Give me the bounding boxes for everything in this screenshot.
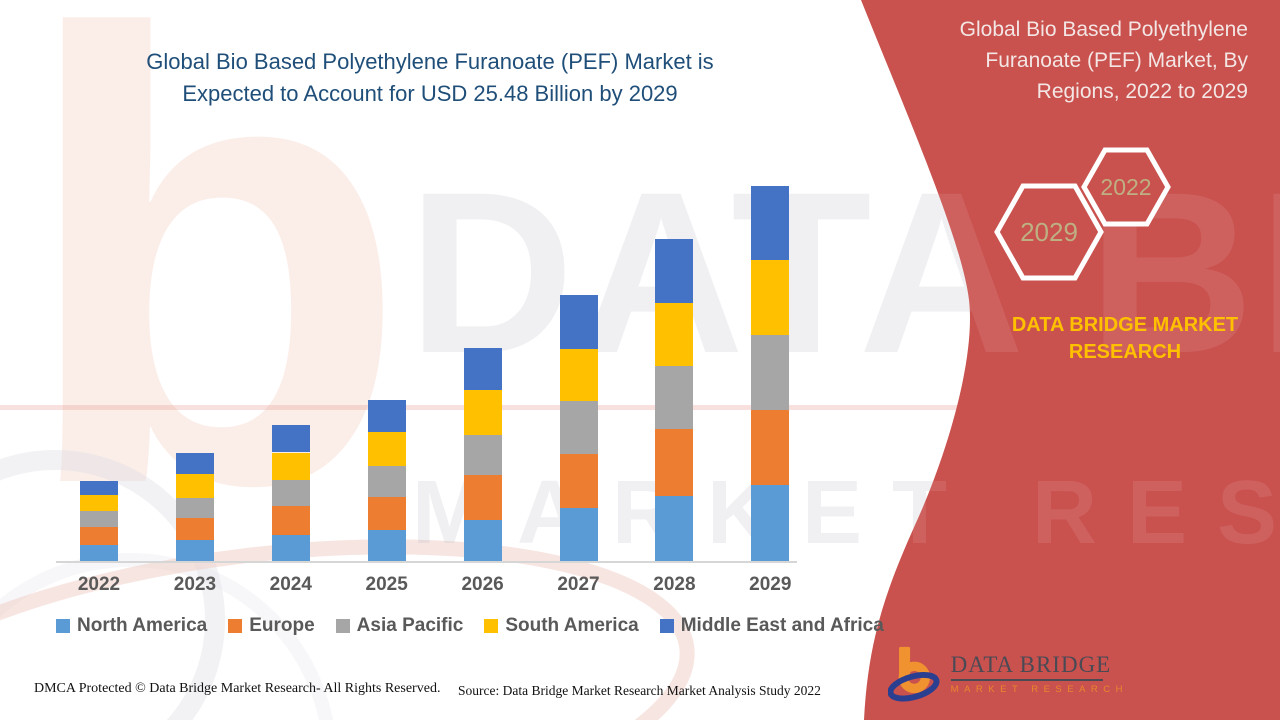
footer-source: Source: Data Bridge Market Research Mark… — [458, 683, 821, 698]
page-title: Global Bio Based Polyethylene Furanoate … — [60, 46, 800, 110]
bar-segment-asia-pacific — [80, 511, 118, 527]
bar-segment-south-america — [367, 431, 406, 466]
legend-label: Middle East and Africa — [680, 615, 884, 636]
page-title-line1: Global Bio Based Polyethylene Furanoate … — [146, 49, 714, 74]
bar-segment-asia-pacific — [655, 365, 694, 429]
legend-label: Europe — [249, 615, 315, 636]
legend-item-asia-pacific: Asia Pacific — [335, 615, 464, 637]
x-axis-label: 2027 — [557, 574, 600, 595]
bar-segment-asia-pacific — [367, 465, 406, 497]
legend-item-europe: Europe — [228, 615, 315, 637]
x-axis-label: 2025 — [365, 574, 408, 595]
legend-item-south-america: South America — [484, 615, 639, 637]
bar-segment-europe — [271, 505, 310, 536]
bar-segment-middle-east-and-africa — [367, 399, 406, 432]
legend-swatch-icon — [56, 619, 70, 633]
bar-segment-middle-east-and-africa — [751, 185, 790, 260]
bar-segment-europe — [463, 474, 502, 520]
bar-segment-asia-pacific — [175, 497, 214, 518]
legend-item-north-america: North America — [56, 615, 207, 637]
bar-segment-europe — [80, 527, 118, 545]
x-axis-label: 2024 — [269, 574, 312, 595]
bar-segment-north-america — [80, 545, 118, 561]
legend-label: North America — [77, 615, 208, 636]
watermark-pink-band — [0, 405, 1015, 410]
legend-swatch-icon — [335, 619, 350, 633]
bar-segment-north-america — [559, 508, 598, 561]
bar-segment-europe — [559, 454, 598, 508]
legend-swatch-icon — [484, 619, 499, 633]
legend-swatch-icon — [659, 619, 674, 633]
bar-segment-middle-east-and-africa — [463, 347, 502, 390]
legend-item-middle-east-africa: Middle East and Africa — [659, 615, 884, 637]
legend-swatch-icon — [228, 619, 243, 633]
bar-segment-north-america — [655, 495, 694, 561]
watermark-text-line2-overlay: MARKET RESEARCH — [412, 463, 1280, 563]
bar-segment-north-america — [271, 535, 310, 561]
footer-dmca: DMCA Protected © Data Bridge Market Rese… — [34, 681, 441, 696]
x-axis-label: 2022 — [77, 574, 121, 595]
bar-segment-south-america — [80, 494, 118, 511]
bar-segment-north-america — [463, 519, 502, 561]
bar-segment-middle-east-and-africa — [175, 452, 214, 474]
page-title-line2: Expected to Account for USD 25.48 Billio… — [182, 81, 678, 106]
bar-segment-north-america — [751, 484, 790, 561]
bar-segment-europe — [175, 517, 214, 540]
legend-label: Asia Pacific — [356, 615, 464, 636]
x-axis-line — [56, 561, 797, 563]
bar-segment-asia-pacific — [463, 434, 502, 475]
x-axis-label: 2026 — [461, 574, 504, 595]
bar-segment-middle-east-and-africa — [655, 239, 694, 303]
legend: North America Europe Asia Pacific South … — [56, 615, 884, 637]
bar-segment-south-america — [751, 259, 790, 335]
bar-segment-north-america — [175, 540, 214, 561]
bar-segment-middle-east-and-africa — [559, 294, 598, 349]
watermark-swoosh — [0, 539, 695, 720]
bar-segment-south-america — [175, 473, 214, 498]
watermark-arcs — [0, 450, 334, 720]
bar-segment-south-america — [463, 389, 502, 435]
legend-label: South America — [505, 615, 639, 636]
bar-segment-europe — [367, 497, 406, 530]
bar-segment-south-america — [655, 302, 694, 366]
bar-segment-north-america — [367, 529, 406, 561]
x-axis-label: 2023 — [173, 574, 217, 595]
bar-segment-south-america — [559, 348, 598, 401]
bar-segment-europe — [655, 428, 694, 496]
bar-segment-europe — [751, 409, 790, 485]
x-axis-label: 2029 — [749, 574, 792, 595]
bar-segment-south-america — [271, 452, 310, 481]
bar-segment-middle-east-and-africa — [271, 425, 310, 453]
bar-segment-asia-pacific — [559, 401, 598, 454]
x-axis-label: 2028 — [653, 574, 696, 595]
bar-segment-middle-east-and-africa — [80, 480, 118, 495]
bar-segment-asia-pacific — [751, 334, 790, 410]
bar-segment-asia-pacific — [271, 480, 310, 506]
